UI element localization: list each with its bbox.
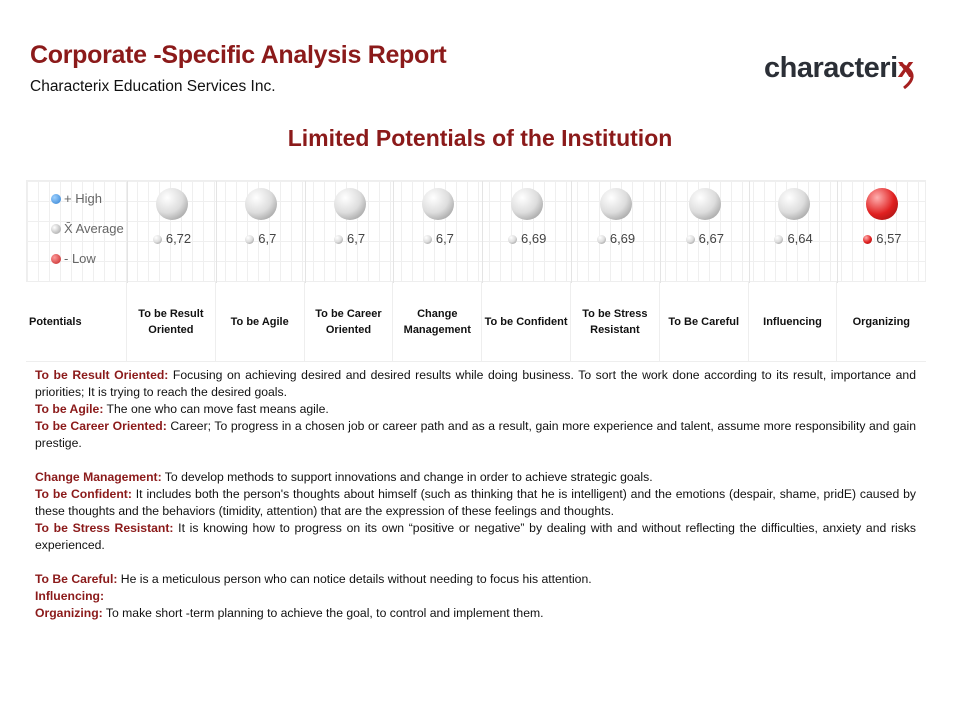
gray-dot-icon	[245, 235, 255, 244]
description-item: To be Result Oriented: Focusing on achie…	[35, 367, 916, 401]
description-term: To be Agile:	[35, 402, 104, 416]
potentials-chart: + High X̄ Average - Low 6,72 6,7 6,7 6,7…	[26, 180, 926, 283]
description-item: To be Stress Resistant: It is knowing ho…	[35, 520, 916, 554]
potential-cell: 6,69	[571, 181, 660, 283]
descriptions: To be Result Oriented: Focusing on achie…	[35, 367, 916, 622]
description-term: To Be Careful:	[35, 572, 118, 586]
value-text: 6,69	[609, 231, 636, 246]
potential-cell: 6,64	[748, 181, 838, 283]
description-item: To Be Careful: He is a meticulous person…	[35, 571, 916, 588]
description-text: He is a meticulous person who can notice…	[117, 572, 592, 586]
legend-average: X̄ Average	[51, 221, 124, 236]
gray-dot-icon	[774, 235, 784, 244]
gray-dot-icon	[685, 235, 695, 244]
value-text: 6,7	[435, 231, 454, 246]
potential-label: To be Agile	[214, 282, 304, 362]
potential-cell: 6,7	[393, 181, 482, 283]
potential-cell: 6,7	[215, 181, 305, 283]
potential-label: To be Career Oriented	[303, 282, 393, 362]
legend-label: + High	[64, 191, 102, 206]
description-item: Influencing:	[35, 588, 916, 605]
potential-cell: 6,67	[659, 181, 749, 283]
description-text: To make short -term planning to achieve …	[102, 606, 544, 620]
gray-sphere-icon	[156, 188, 188, 220]
potential-value: 6,7	[217, 231, 305, 246]
red-dot-icon	[51, 253, 61, 264]
potential-label: To be Confident	[481, 282, 570, 362]
potentials-header-row: Potentials To be Result Oriented To be Ag…	[26, 282, 926, 362]
description-item: Change Management: To develop methods to…	[35, 469, 916, 486]
value-text: 6,72	[165, 231, 192, 246]
potential-value: 6,64	[750, 231, 838, 246]
potential-value: 6,7	[306, 231, 394, 246]
description-text: It includes both the person's thoughts a…	[35, 487, 916, 518]
description-item: To be Agile: The one who can move fast m…	[35, 401, 916, 418]
value-text: 6,7	[258, 231, 277, 246]
report-title: Corporate -Specific Analysis Report	[30, 41, 447, 69]
description-text: Focusing on achieving desired and desire…	[35, 368, 916, 399]
description-term: To be Stress Resistant:	[35, 521, 174, 535]
gray-dot-icon	[334, 235, 344, 244]
potential-value: 6,7	[394, 231, 482, 246]
potential-value: 6,57	[838, 231, 926, 246]
description-text: Career; To progress in a chosen job or c…	[35, 419, 916, 450]
value-text: 6,7	[347, 231, 366, 246]
description-term: To be Career Oriented:	[35, 419, 167, 433]
gray-sphere-icon	[244, 188, 277, 220]
potential-cell: 6,69	[482, 181, 571, 283]
red-sphere-icon	[866, 188, 899, 220]
potential-label: To be Result Oriented	[126, 282, 215, 362]
description-item: To be Confident: It includes both the pe…	[35, 486, 916, 520]
description-term: To be Confident:	[35, 487, 132, 501]
potential-label: Change Management	[392, 282, 481, 362]
company-name: Characterix Education Services Inc.	[30, 78, 276, 95]
value-text: 6,64	[787, 231, 813, 246]
value-text: 6,67	[698, 231, 724, 246]
description-term: To be Result Oriented:	[35, 368, 169, 382]
gray-dot-icon	[422, 235, 432, 244]
potential-value: 6,69	[483, 231, 571, 246]
value-text: 6,57	[876, 231, 902, 246]
description-term: Influencing:	[35, 589, 105, 603]
characterix-logo: characterix	[764, 52, 924, 92]
blue-dot-icon	[51, 193, 61, 204]
description-text: The one who can move fast means agile.	[103, 402, 329, 416]
potential-cell: 6,7	[304, 181, 394, 283]
potential-cell: 6,72	[127, 181, 216, 283]
section-title: Limited Potentials of the Institution	[287, 125, 673, 151]
potential-value: 6,69	[572, 231, 660, 246]
legend-high: + High	[51, 191, 102, 206]
potential-value: 6,72	[128, 231, 216, 246]
description-item: Organizing: To make short -term planning…	[35, 605, 916, 622]
potential-cell: 6,57	[837, 181, 926, 283]
row-header: Potentials	[29, 316, 82, 328]
description-text: To develop methods to support innovation…	[161, 470, 653, 484]
potential-label: To Be Careful	[658, 282, 748, 362]
description-text: It is knowing how to progress on its own…	[35, 521, 916, 552]
red-dot-icon	[863, 235, 873, 244]
gray-dot-icon	[152, 235, 162, 244]
gray-sphere-icon	[333, 188, 366, 220]
legend-label: - Low	[64, 251, 96, 266]
legend-label: X̄ Average	[64, 221, 124, 236]
potential-value: 6,67	[661, 231, 749, 246]
description-term: Organizing:	[35, 606, 103, 620]
gray-dot-icon	[508, 235, 518, 244]
potential-label: Influencing	[747, 282, 837, 362]
gray-sphere-icon	[600, 188, 632, 220]
description-item: To be Career Oriented: Career; To progre…	[35, 418, 916, 452]
description-item	[35, 452, 916, 469]
description-item	[35, 554, 916, 571]
legend-low: - Low	[51, 251, 96, 266]
gray-dot-icon	[51, 223, 61, 234]
gray-sphere-icon	[511, 188, 544, 220]
gray-sphere-icon	[777, 188, 810, 220]
description-term: Change Management:	[35, 470, 162, 484]
gray-sphere-icon	[422, 188, 455, 220]
value-text: 6,69	[521, 231, 547, 246]
potential-label: To be Stress Resistant	[570, 282, 659, 362]
gray-dot-icon	[596, 235, 606, 244]
gray-sphere-icon	[688, 188, 721, 220]
potential-label: Organizing	[836, 282, 925, 362]
